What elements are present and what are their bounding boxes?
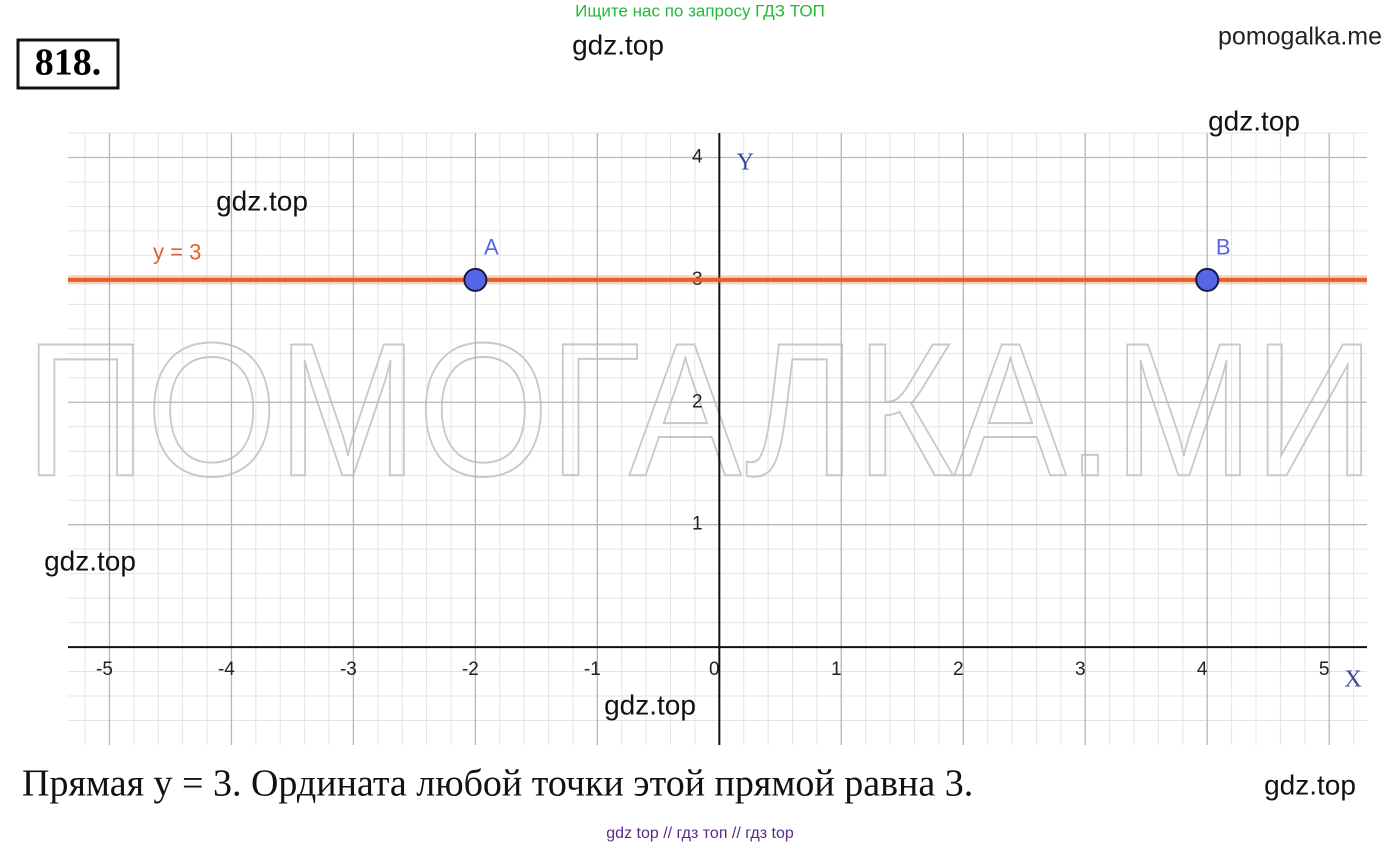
x-tick-label: -1: [584, 659, 601, 680]
x-tick-label: -5: [96, 659, 113, 680]
problem-box: [16, 38, 120, 90]
x-tick-label: 0: [709, 659, 720, 680]
big-watermark: ПОМОГАЛКА.МИ: [25, 304, 1375, 516]
point: [1195, 267, 1220, 292]
watermark: gdz.top: [1208, 105, 1300, 136]
x-tick-label: 5: [1319, 659, 1330, 680]
site-name: pomogalka.me: [1218, 23, 1382, 51]
x-tick-label: 4: [1197, 659, 1208, 680]
search-hint: Ищите нас по запросу ГДЗ ТОП: [575, 1, 825, 20]
x-axis-label: X: [1344, 667, 1361, 693]
x-tick-label: -2: [462, 659, 479, 680]
line-label: y = 3: [153, 240, 201, 265]
watermark: gdz.top: [572, 29, 664, 60]
y-tick-label: 1: [692, 514, 703, 535]
point-label: B: [1216, 235, 1231, 260]
x-tick-label: 1: [831, 659, 842, 680]
caption: Прямая y = 3. Ордината любой точки этой …: [22, 763, 973, 805]
x-tick-label: 2: [953, 659, 964, 680]
x-tick-label: 3: [1075, 659, 1086, 680]
plot: ПОМОГАЛКА.МИ-5-4-3-2-10123451234XYy = 3A…: [24, 132, 1376, 745]
watermark: gdz.top: [216, 185, 308, 216]
watermark: gdz.top: [604, 689, 696, 720]
point: [463, 267, 488, 292]
y-tick-label: 2: [692, 391, 703, 412]
y-axis-label: Y: [737, 150, 754, 176]
x-tick-label: -3: [340, 659, 357, 680]
watermark: gdz.top: [44, 545, 136, 576]
y-tick-label: 4: [692, 146, 703, 167]
x-tick-label: -4: [218, 659, 235, 680]
footer: gdz top // гдз топ // гдз top: [606, 825, 794, 842]
problem-number: 818.: [35, 42, 102, 84]
point-label: A: [484, 235, 499, 260]
watermark: gdz.top: [1264, 769, 1356, 800]
